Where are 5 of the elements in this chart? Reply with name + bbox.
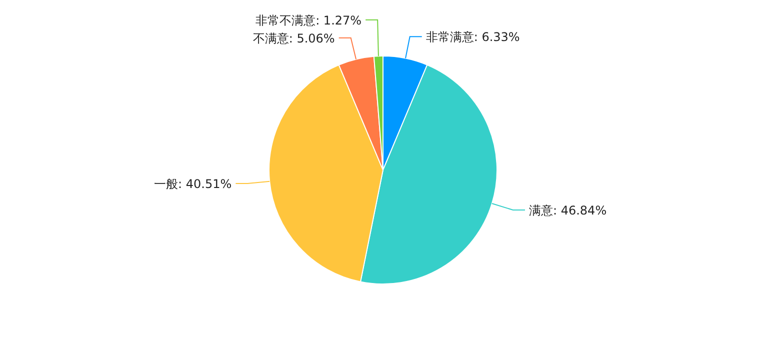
- slice-label: 不满意: 5.06%: [252, 31, 335, 46]
- slice-label: 非常满意: 6.33%: [426, 30, 520, 44]
- slice-label: 满意: 46.84%: [528, 203, 607, 218]
- slice-label: 一般: 40.51%: [154, 177, 232, 191]
- slice-label: 非常不满意: 1.27%: [256, 13, 362, 28]
